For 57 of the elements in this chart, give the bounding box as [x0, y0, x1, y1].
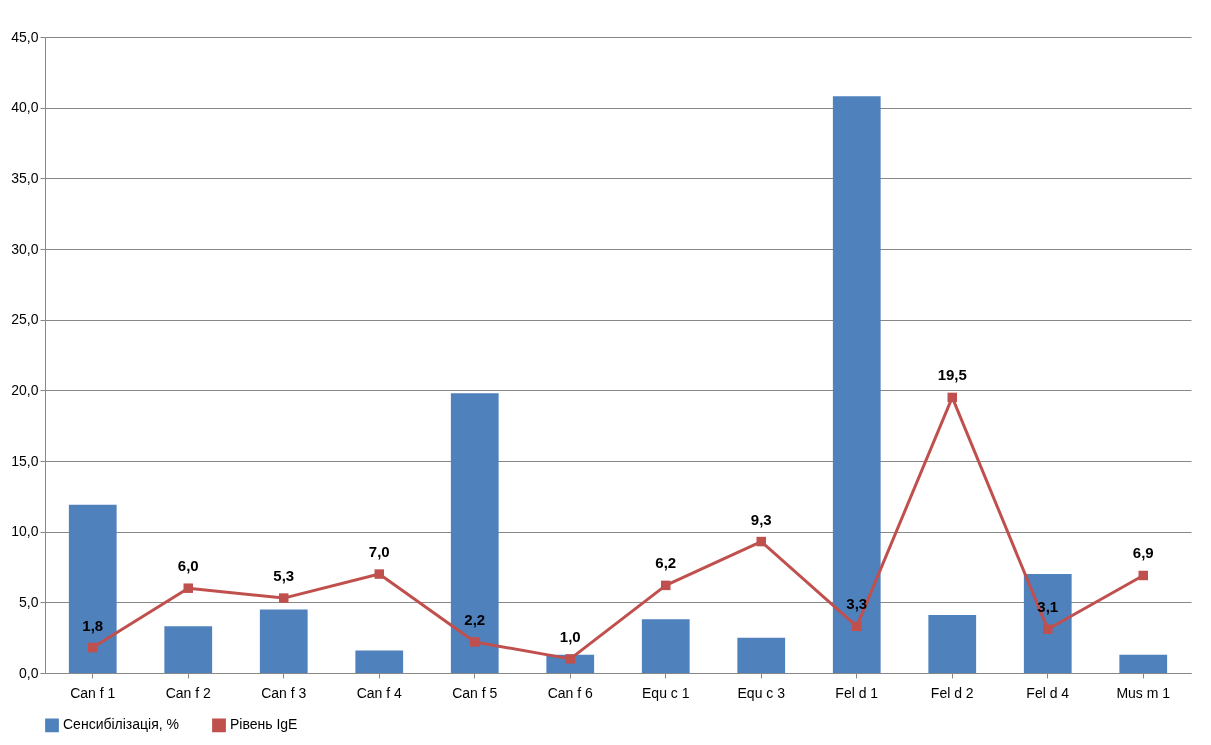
point: [374, 569, 384, 579]
data-label: 6,2: [655, 554, 677, 572]
point: [183, 583, 193, 593]
bar: [1023, 574, 1072, 673]
bar: [641, 619, 690, 673]
bar: [164, 626, 213, 673]
data-label: 9,3: [750, 510, 772, 528]
bar: [450, 393, 499, 673]
y-tick-label: 10,0: [11, 523, 39, 540]
point: [852, 621, 862, 632]
y-tick-label: 15,0: [11, 452, 39, 469]
x-tick-label: Fel d 2: [930, 684, 974, 701]
x-tick-label: Can f 1: [70, 684, 116, 701]
x-tick-label: Can f 5: [452, 684, 498, 701]
data-label: 19,5: [937, 366, 967, 384]
x-tick-label: Can f 6: [547, 684, 594, 701]
bar: [68, 504, 117, 673]
point: [661, 580, 671, 591]
point: [470, 637, 480, 647]
point: [565, 654, 575, 664]
point: [1043, 624, 1053, 634]
x-tick-label: Can f 3: [261, 684, 307, 701]
legend-label: Сенсибілізація, %: [63, 716, 179, 733]
bar: [832, 96, 881, 673]
data-label: 1,0: [559, 627, 581, 645]
point: [279, 593, 289, 603]
legend-label: Рівень IgE: [230, 716, 298, 733]
data-label: 1,8: [82, 616, 104, 634]
x-tick-label: Mus m 1: [1116, 684, 1171, 701]
x-tick-label: Equ c 3: [737, 684, 786, 701]
x-tick-label: Fel d 4: [1026, 684, 1070, 701]
bar: [737, 637, 786, 673]
y-tick-label: 45,0: [11, 28, 39, 45]
data-label: 6,9: [1132, 544, 1154, 562]
bar: [259, 609, 308, 673]
y-tick-label: 40,0: [11, 99, 39, 116]
data-label: 2,2: [464, 610, 486, 628]
y-tick-label: 25,0: [11, 311, 39, 328]
bar: [1119, 654, 1168, 673]
y-tick-label: 20,0: [11, 381, 39, 398]
x-tick-label: Equ c 1: [642, 684, 690, 701]
point: [947, 392, 957, 403]
x-tick-label: Fel d 1: [835, 684, 879, 701]
data-label: 6,0: [177, 557, 199, 575]
data-label: 5,3: [273, 567, 295, 585]
y-tick-label: 35,0: [11, 169, 39, 186]
point: [1138, 570, 1148, 581]
x-tick-label: Can f 2: [165, 684, 212, 701]
bar: [355, 650, 404, 673]
point: [756, 536, 766, 547]
y-tick-label: 5,0: [19, 593, 39, 610]
data-label: 7,0: [368, 543, 390, 561]
bar: [928, 615, 977, 673]
x-tick-label: Can f 4: [356, 684, 403, 701]
y-tick-label: 30,0: [11, 240, 39, 257]
point: [88, 642, 98, 653]
y-tick-label: 0,0: [19, 664, 39, 681]
